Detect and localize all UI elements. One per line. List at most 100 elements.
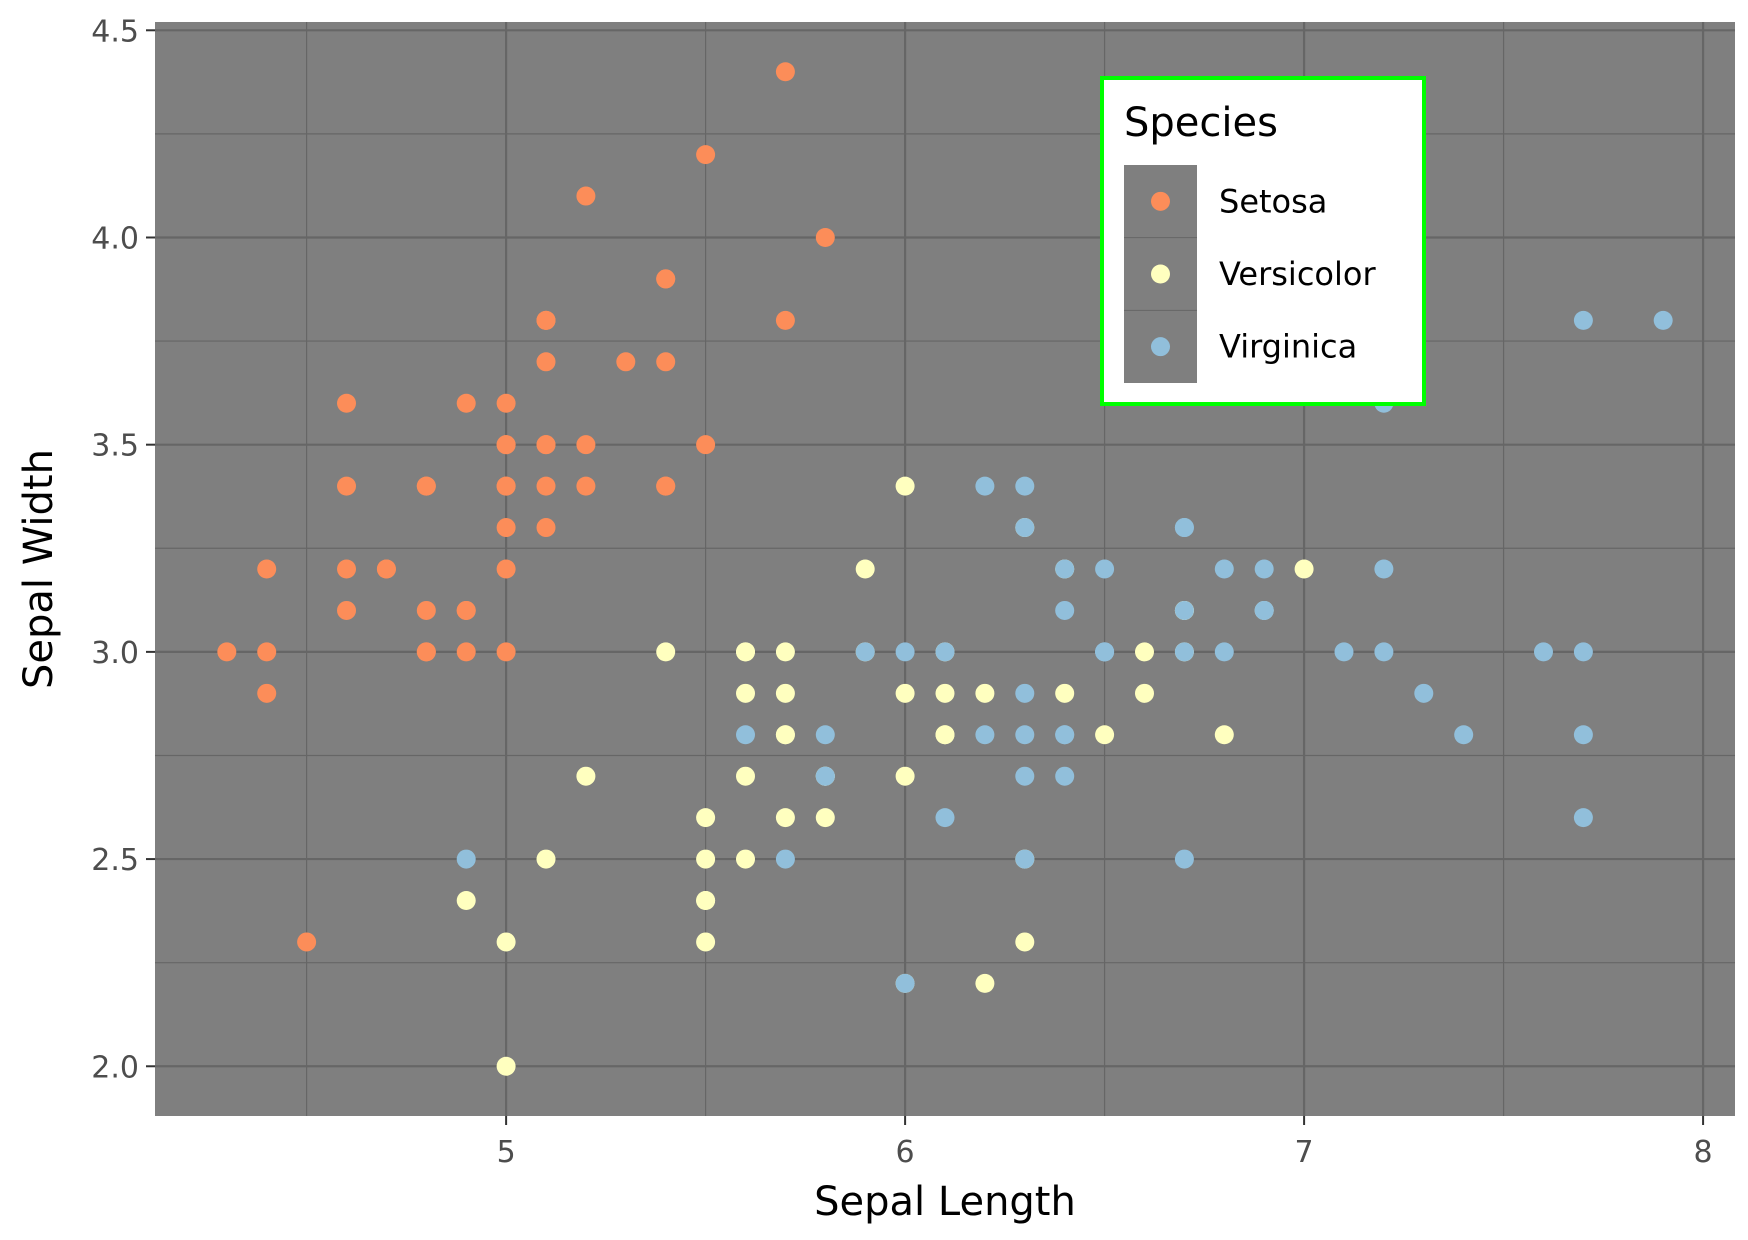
data-point-virginica [855, 642, 875, 662]
data-point-setosa [576, 186, 596, 206]
data-point-setosa [337, 600, 357, 620]
data-point-virginica [1015, 476, 1035, 496]
data-point-setosa [456, 642, 476, 662]
panel-background [155, 22, 1735, 1116]
data-point-versicolor [736, 766, 756, 786]
y-tick-label: 4.5 [91, 14, 139, 49]
x-tick-label: 6 [896, 1135, 915, 1170]
legend-label-setosa: Setosa [1219, 182, 1327, 220]
data-point-virginica [975, 725, 995, 745]
data-point-versicolor [775, 725, 795, 745]
data-point-setosa [337, 559, 357, 579]
data-point-versicolor [775, 683, 795, 703]
data-point-virginica [1374, 559, 1394, 579]
y-tick-label: 2.5 [91, 843, 139, 878]
data-point-versicolor [736, 849, 756, 869]
data-point-setosa [696, 145, 716, 165]
data-point-versicolor [496, 932, 516, 952]
y-tick-label: 4.0 [91, 221, 139, 256]
data-point-setosa [536, 476, 556, 496]
data-point-virginica [1254, 600, 1274, 620]
data-point-virginica [1573, 642, 1593, 662]
data-point-setosa [536, 352, 556, 372]
data-point-setosa [656, 476, 676, 496]
data-point-setosa [775, 310, 795, 330]
data-point-setosa [496, 559, 516, 579]
data-point-versicolor [696, 808, 716, 828]
data-point-versicolor [855, 559, 875, 579]
legend-key-setosa [1151, 191, 1170, 211]
data-point-virginica [736, 725, 756, 745]
data-point-setosa [456, 600, 476, 620]
legend-key-versicolor [1151, 264, 1170, 284]
data-point-virginica [815, 725, 835, 745]
data-point-versicolor [576, 766, 596, 786]
data-point-versicolor [1214, 725, 1234, 745]
data-point-versicolor [775, 808, 795, 828]
x-tick-label: 5 [497, 1135, 516, 1170]
data-point-virginica [935, 808, 955, 828]
legend-title: Species [1124, 100, 1278, 146]
data-point-virginica [1214, 642, 1234, 662]
data-points [217, 62, 1673, 1076]
data-point-virginica [1334, 642, 1354, 662]
legend-label-virginica: Virginica [1219, 328, 1357, 366]
data-point-versicolor [775, 642, 795, 662]
data-point-setosa [536, 518, 556, 538]
y-tick-label: 3.5 [91, 429, 139, 464]
data-point-setosa [337, 476, 357, 496]
data-point-versicolor [536, 849, 556, 869]
data-point-versicolor [696, 849, 716, 869]
data-point-versicolor [935, 683, 955, 703]
data-point-virginica [1374, 642, 1394, 662]
data-point-versicolor [895, 476, 915, 496]
data-point-setosa [456, 393, 476, 413]
data-point-versicolor [456, 891, 476, 911]
data-point-versicolor [975, 973, 995, 993]
data-point-virginica [456, 849, 476, 869]
data-point-versicolor [1015, 932, 1035, 952]
data-point-virginica [1055, 600, 1075, 620]
data-point-versicolor [1055, 683, 1075, 703]
x-axis-title: Sepal Length [814, 1179, 1076, 1225]
data-point-virginica [1055, 725, 1075, 745]
data-point-versicolor [1294, 559, 1314, 579]
legend-label-versicolor: Versicolor [1219, 255, 1376, 293]
data-point-setosa [576, 476, 596, 496]
data-point-versicolor [895, 766, 915, 786]
data-point-setosa [496, 393, 516, 413]
y-axis-ticks: 2.0 2.5 3.0 3.5 4.0 4.5 [91, 14, 155, 1085]
data-point-setosa [496, 476, 516, 496]
y-axis-title: Sepal Width [16, 449, 62, 689]
data-point-virginica [1653, 310, 1673, 330]
data-point-virginica [1015, 766, 1035, 786]
data-point-virginica [1454, 725, 1474, 745]
data-point-versicolor [736, 683, 756, 703]
data-point-setosa [496, 435, 516, 455]
data-point-versicolor [736, 642, 756, 662]
data-point-virginica [1174, 600, 1194, 620]
x-tick-label: 7 [1295, 1135, 1314, 1170]
legend-items: Setosa Versicolor Virginica [1124, 182, 1376, 366]
data-point-setosa [416, 642, 436, 662]
data-point-virginica [1015, 518, 1035, 538]
data-point-versicolor [696, 891, 716, 911]
data-point-versicolor [895, 683, 915, 703]
data-point-versicolor [815, 808, 835, 828]
data-point-setosa [536, 310, 556, 330]
data-point-virginica [1573, 808, 1593, 828]
data-point-versicolor [1134, 642, 1154, 662]
data-point-virginica [1174, 849, 1194, 869]
data-point-setosa [775, 62, 795, 82]
y-tick-label: 3.0 [91, 636, 139, 671]
data-point-virginica [1055, 766, 1075, 786]
data-point-setosa [656, 352, 676, 372]
data-point-virginica [1533, 642, 1553, 662]
data-point-virginica [935, 642, 955, 662]
data-point-setosa [496, 518, 516, 538]
data-point-versicolor [935, 725, 955, 745]
data-point-virginica [895, 642, 915, 662]
y-tick-label: 2.0 [91, 1050, 139, 1085]
data-point-virginica [1015, 849, 1035, 869]
data-point-setosa [257, 642, 277, 662]
